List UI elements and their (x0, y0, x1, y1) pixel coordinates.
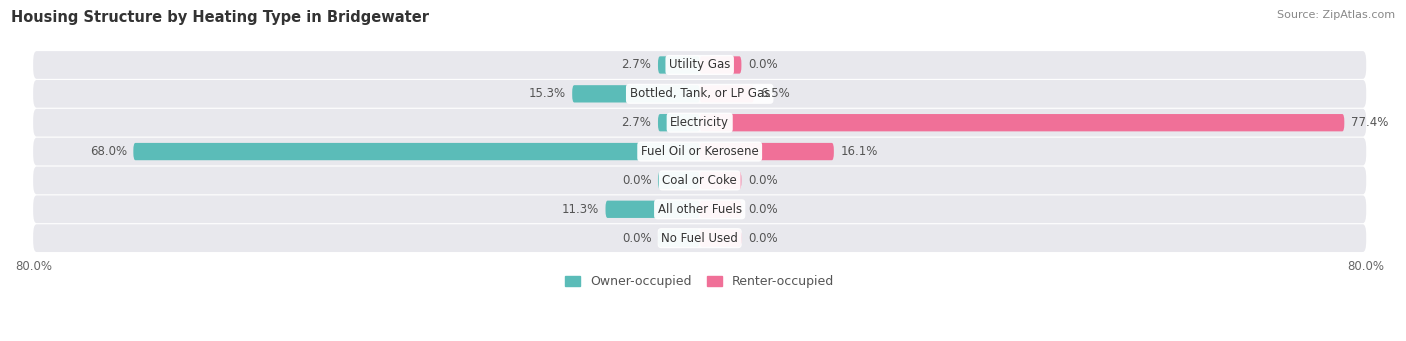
FancyBboxPatch shape (34, 138, 1367, 165)
Text: All other Fuels: All other Fuels (658, 203, 742, 216)
Text: No Fuel Used: No Fuel Used (661, 232, 738, 244)
Text: Housing Structure by Heating Type in Bridgewater: Housing Structure by Heating Type in Bri… (11, 10, 429, 25)
Text: Utility Gas: Utility Gas (669, 58, 730, 72)
FancyBboxPatch shape (34, 109, 1367, 136)
FancyBboxPatch shape (700, 143, 834, 160)
FancyBboxPatch shape (658, 229, 700, 247)
Text: 2.7%: 2.7% (621, 116, 651, 129)
FancyBboxPatch shape (658, 56, 700, 74)
Text: 16.1%: 16.1% (841, 145, 877, 158)
Text: 0.0%: 0.0% (748, 174, 778, 187)
FancyBboxPatch shape (34, 195, 1367, 223)
Text: 68.0%: 68.0% (90, 145, 127, 158)
Text: 15.3%: 15.3% (529, 87, 565, 100)
Text: 77.4%: 77.4% (1351, 116, 1388, 129)
Text: 11.3%: 11.3% (561, 203, 599, 216)
FancyBboxPatch shape (700, 85, 754, 103)
Text: Bottled, Tank, or LP Gas: Bottled, Tank, or LP Gas (630, 87, 770, 100)
Text: 0.0%: 0.0% (621, 232, 651, 244)
FancyBboxPatch shape (700, 56, 741, 74)
FancyBboxPatch shape (700, 201, 741, 218)
FancyBboxPatch shape (700, 114, 1344, 131)
Text: 0.0%: 0.0% (621, 174, 651, 187)
FancyBboxPatch shape (658, 114, 700, 131)
FancyBboxPatch shape (34, 51, 1367, 79)
Text: 2.7%: 2.7% (621, 58, 651, 72)
Text: Coal or Coke: Coal or Coke (662, 174, 737, 187)
FancyBboxPatch shape (700, 172, 741, 189)
Text: 0.0%: 0.0% (748, 232, 778, 244)
FancyBboxPatch shape (34, 224, 1367, 252)
Legend: Owner-occupied, Renter-occupied: Owner-occupied, Renter-occupied (561, 270, 839, 293)
FancyBboxPatch shape (34, 80, 1367, 108)
FancyBboxPatch shape (658, 172, 700, 189)
Text: Electricity: Electricity (671, 116, 730, 129)
Text: 0.0%: 0.0% (748, 203, 778, 216)
FancyBboxPatch shape (134, 143, 700, 160)
Text: Source: ZipAtlas.com: Source: ZipAtlas.com (1277, 10, 1395, 20)
Text: 0.0%: 0.0% (748, 58, 778, 72)
FancyBboxPatch shape (606, 201, 700, 218)
Text: 6.5%: 6.5% (761, 87, 790, 100)
FancyBboxPatch shape (700, 229, 741, 247)
Text: Fuel Oil or Kerosene: Fuel Oil or Kerosene (641, 145, 759, 158)
FancyBboxPatch shape (572, 85, 700, 103)
FancyBboxPatch shape (34, 166, 1367, 194)
